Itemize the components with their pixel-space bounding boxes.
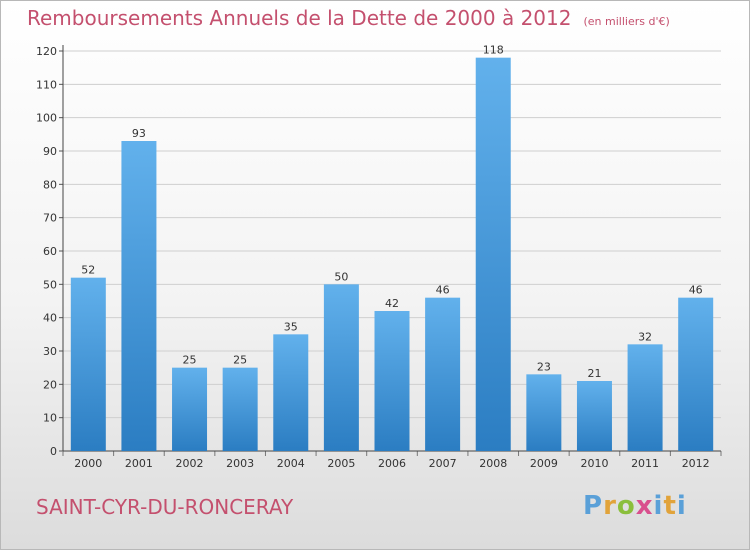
x-tick-label: 2004 (277, 457, 305, 470)
y-tick-label: 90 (43, 145, 57, 158)
x-tick-label: 2005 (327, 457, 355, 470)
y-tick-label: 10 (43, 412, 57, 425)
data-label: 21 (587, 367, 601, 380)
logo-letter: r (603, 491, 617, 521)
bar (172, 367, 208, 451)
bar (526, 374, 562, 451)
data-label: 93 (132, 127, 146, 140)
data-label: 46 (436, 284, 450, 297)
bar (273, 334, 309, 451)
data-label: 32 (638, 330, 652, 343)
bar (121, 141, 157, 451)
x-tick-label: 2001 (125, 457, 153, 470)
y-tick-label: 120 (36, 45, 57, 58)
bar (374, 311, 410, 451)
commune-name: SAINT-CYR-DU-RONCERAY (36, 495, 294, 519)
bar (323, 284, 359, 451)
bars (70, 57, 714, 452)
y-tick-label: 80 (43, 178, 57, 191)
logo-letter: i (676, 491, 687, 521)
data-label: 46 (689, 284, 703, 297)
x-tick-label: 2006 (378, 457, 406, 470)
bar (222, 367, 258, 451)
x-tick-label: 2012 (682, 457, 710, 470)
title-text: Remboursements Annuels de la Dette de 20… (27, 6, 572, 30)
x-tick-label: 2009 (530, 457, 558, 470)
y-tick-label: 60 (43, 245, 57, 258)
bar (475, 57, 511, 452)
y-tick-label: 40 (43, 312, 57, 325)
logo-letter: x (635, 491, 654, 521)
data-label: 25 (233, 354, 247, 367)
y-tick-label: 50 (43, 278, 57, 291)
y-tick-label: 0 (50, 445, 57, 458)
logo-letter: P (583, 491, 604, 521)
chart-title: Remboursements Annuels de la Dette de 20… (27, 6, 670, 30)
logo-letter: o (616, 491, 636, 521)
data-label: 25 (183, 354, 197, 367)
data-label: 42 (385, 297, 399, 310)
y-tick-label: 70 (43, 212, 57, 225)
data-label: 50 (334, 270, 348, 283)
x-tick-label: 2008 (479, 457, 507, 470)
x-tick-label: 2000 (74, 457, 102, 470)
bar (678, 297, 714, 451)
bar (627, 344, 663, 451)
x-tick-label: 2007 (429, 457, 457, 470)
logo-letter: t (663, 491, 677, 521)
data-label: 52 (81, 264, 95, 277)
x-tick-label: 2011 (631, 457, 659, 470)
bar (425, 297, 461, 451)
bar (70, 277, 106, 451)
data-label: 118 (483, 44, 504, 57)
data-label: 23 (537, 360, 551, 373)
proxiti-logo: Proxiti (583, 491, 687, 521)
logo-letter: i (653, 491, 664, 521)
labels: 0 10 20 30 40 50 60 70 80 90 100 110 120 52 2000 93 2001… (36, 44, 710, 470)
x-tick-label: 2003 (226, 457, 254, 470)
bar (576, 381, 612, 451)
data-label: 35 (284, 320, 298, 333)
x-tick-label: 2010 (580, 457, 608, 470)
x-tick-label: 2002 (176, 457, 204, 470)
y-tick-label: 30 (43, 345, 57, 358)
unit-label: (en milliers d'€) (583, 15, 670, 28)
y-tick-label: 100 (36, 112, 57, 125)
y-tick-label: 20 (43, 378, 57, 391)
y-tick-label: 110 (36, 78, 57, 91)
